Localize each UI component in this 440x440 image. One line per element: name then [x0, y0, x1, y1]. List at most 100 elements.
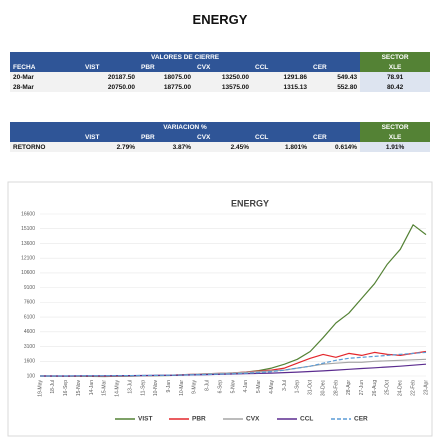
x-tick-label: 15-Nov — [76, 380, 82, 397]
x-tick-label: 4-Jan — [243, 380, 249, 393]
column-header: VIST — [82, 62, 138, 72]
y-tick-label: 4600 — [24, 329, 35, 335]
y-tick-label: 10600 — [21, 270, 35, 276]
sector-header: SECTOR — [360, 122, 431, 132]
column-header: PBR — [138, 62, 194, 72]
cell: 18775.00 — [138, 82, 194, 92]
legend-label: PBR — [192, 416, 206, 423]
cell: RETORNO — [10, 142, 82, 152]
x-tick-label: 28-Feb — [333, 380, 339, 396]
x-tick-label: 26-Aug — [372, 380, 378, 396]
y-tick-label: 9100 — [24, 285, 35, 291]
closing-table: VALORES DE CIERRE SECTOR FECHA VIST PBR CVX CC… — [10, 52, 431, 92]
x-tick-label: 1-Sep — [295, 380, 301, 394]
x-tick-label: 31-Oct — [308, 379, 314, 395]
cell: 1315.13 — [252, 82, 310, 92]
x-tick-label: 5-Mar — [256, 380, 262, 393]
x-tick-label: 30-Dec — [320, 380, 326, 397]
header-row: VALORES DE CIERRE SECTOR — [10, 52, 431, 62]
group-header: VARIACION % — [10, 122, 361, 132]
column-header: CCL — [252, 62, 310, 72]
cell: 1.801% — [252, 142, 310, 152]
y-tick-label: 1600 — [24, 359, 35, 365]
y-tick-label: 3100 — [24, 344, 35, 350]
cell: 20750.00 — [82, 82, 138, 92]
x-tick-label: 18-Jul — [50, 380, 56, 394]
column-row: FECHA VIST PBR CVX CCL CER XLE — [10, 62, 431, 72]
header-row: VARIACION % SECTOR — [10, 122, 431, 132]
cell: 552.80 — [310, 82, 361, 92]
data-row: 28-Mar 20750.00 18775.00 13575.00 1315.13 552… — [10, 82, 431, 92]
x-tick-label: 27-Jun — [359, 380, 365, 396]
chart-frame — [7, 181, 433, 437]
x-tick-label: 14-Jan — [89, 380, 95, 396]
cell: 18075.00 — [138, 72, 194, 82]
cell: 20-Mar — [10, 72, 82, 82]
x-tick-label: 8-Jul — [205, 380, 211, 391]
cell: 28-Mar — [10, 82, 82, 92]
legend-label: CER — [354, 416, 368, 423]
y-tick-label: 100 — [27, 373, 36, 379]
cell: 2.79% — [82, 142, 138, 152]
column-header: XLE — [360, 132, 431, 142]
page-title: ENERGY — [192, 12, 248, 27]
x-tick-label: 25-Oct — [385, 379, 391, 395]
column-header: CVX — [194, 132, 252, 142]
cell: 13575.00 — [194, 82, 252, 92]
cell: 3.87% — [138, 142, 194, 152]
x-tick-label: 14-May — [115, 380, 121, 397]
cell: 0.614% — [310, 142, 361, 152]
x-tick-label: 3-Jul — [282, 380, 288, 391]
cell: 80.42 — [360, 82, 431, 92]
x-tick-label: 11-Sep — [140, 380, 146, 396]
column-header: VIST — [82, 132, 138, 142]
column-header: XLE — [360, 62, 431, 72]
x-tick-label: 16-Sep — [63, 380, 69, 396]
legend-label: VIST — [138, 416, 152, 423]
x-tick-label: 9-Jan — [166, 380, 172, 393]
x-tick-label: 19-May — [37, 380, 43, 397]
return-table: VARIACION % SECTOR VIST PBR CVX CCL CER XLE RETO… — [10, 122, 431, 152]
x-tick-label: 5-Nov — [230, 380, 236, 394]
x-tick-label: 10-Mar — [179, 380, 185, 396]
x-tick-label: 24-Dec — [398, 380, 404, 397]
x-tick-label: 23-Apr — [423, 380, 429, 395]
x-tick-label: 28-Apr — [346, 380, 352, 395]
column-header: CER — [310, 132, 361, 142]
cell: 20187.50 — [82, 72, 138, 82]
x-tick-label: 4-May — [269, 380, 275, 394]
column-header: CVX — [194, 62, 252, 72]
legend-label: CCL — [300, 416, 313, 423]
cell: 13250.00 — [194, 72, 252, 82]
legend-label: CVX — [246, 416, 260, 423]
x-tick-label: 10-Nov — [153, 380, 159, 397]
sector-header: SECTOR — [360, 52, 431, 62]
y-tick-label: 7600 — [24, 300, 35, 306]
column-header: CER — [310, 62, 361, 72]
group-header: VALORES DE CIERRE — [10, 52, 361, 62]
y-tick-label: 12100 — [21, 256, 35, 262]
x-tick-label: 22-Feb — [410, 380, 416, 396]
y-tick-label: 16600 — [21, 211, 35, 217]
cell: 1.91% — [360, 142, 431, 152]
cell: 549.43 — [310, 72, 361, 82]
cell: 2.45% — [194, 142, 252, 152]
data-row: RETORNO 2.79% 3.87% 2.45% 1.801% 0.614% 1.91% — [10, 142, 431, 152]
data-row: 20-Mar 20187.50 18075.00 13250.00 1291.86 549… — [10, 72, 431, 82]
cell: 1291.86 — [252, 72, 310, 82]
cell: 78.91 — [360, 72, 431, 82]
x-tick-label: 15-Mar — [102, 380, 108, 396]
column-row: VIST PBR CVX CCL CER XLE — [10, 132, 431, 142]
series-line — [40, 351, 427, 377]
x-tick-label: 6-Sep — [217, 380, 223, 394]
x-tick-label: 13-Jul — [127, 380, 133, 394]
blank-header — [10, 132, 82, 142]
x-tick-label: 9-May — [192, 380, 198, 394]
y-tick-label: 6100 — [24, 314, 35, 320]
chart-title: ENERGY — [231, 198, 269, 208]
column-header: CCL — [252, 132, 310, 142]
column-header: FECHA — [10, 62, 82, 72]
y-tick-label: 15100 — [21, 226, 35, 232]
